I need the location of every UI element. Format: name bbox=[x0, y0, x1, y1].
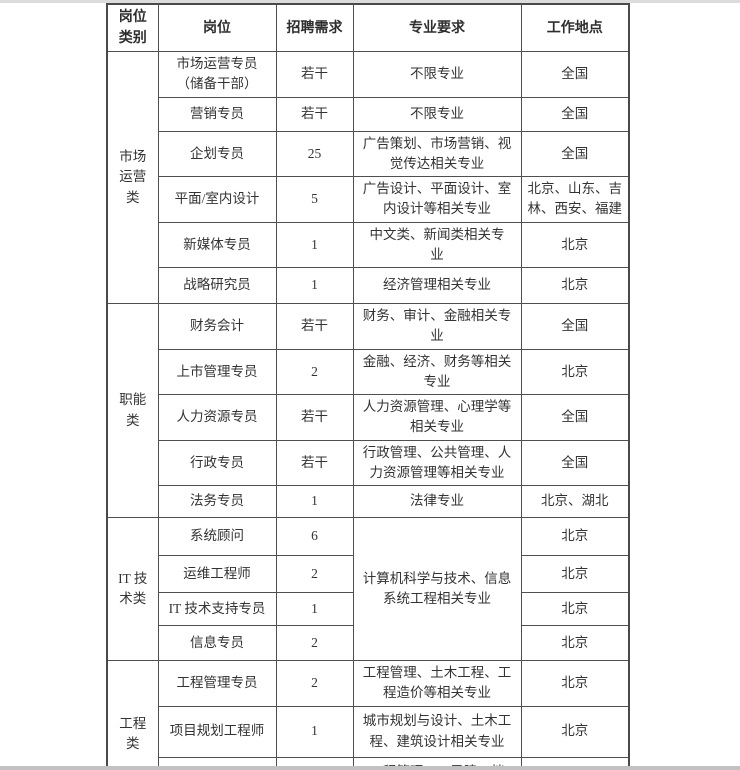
demand-cell: 若干 bbox=[275, 51, 354, 98]
category-cell-marketing: 市场 运营 类 bbox=[106, 51, 159, 304]
header-category: 岗位 类别 bbox=[106, 3, 159, 52]
header-row: 岗位 类别 岗位 招聘需求 专业要求 工作地点 bbox=[106, 3, 630, 52]
header-specialty: 专业要求 bbox=[352, 3, 522, 52]
location-cell: 北京 bbox=[520, 660, 630, 707]
location-cell: 北京 bbox=[520, 555, 630, 593]
specialty-cell: 行政管理、公共管理、人 力资源管理等相关专业 bbox=[352, 439, 522, 486]
position-cell: 上市管理专员 bbox=[157, 348, 277, 395]
demand-cell: 2 bbox=[275, 660, 354, 707]
location-cell: 北京 bbox=[520, 625, 630, 661]
specialty-cell: 人力资源管理、心理学等 相关专业 bbox=[352, 394, 522, 441]
demand-cell: 5 bbox=[275, 176, 354, 223]
specialty-cell: 不限专业 bbox=[352, 51, 522, 98]
position-cell: 项目规划工程师 bbox=[157, 705, 277, 758]
header-demand: 招聘需求 bbox=[275, 3, 354, 52]
table-row: 法务专员 1 法律专业 北京、湖北 bbox=[107, 485, 630, 518]
location-cell: 北京、山东、吉 林、西安、福建 bbox=[520, 176, 630, 223]
table-row: 人力资源专员 若干 人力资源管理、心理学等 相关专业 全国 bbox=[107, 394, 630, 441]
position-cell: 战略研究员 bbox=[157, 267, 277, 304]
position-cell: 系统顾问 bbox=[157, 517, 277, 556]
table-row: 营销专员 若干 不限专业 全国 bbox=[107, 96, 630, 132]
category-cell-it: IT 技 术类 bbox=[106, 517, 159, 661]
demand-cell: 2 bbox=[275, 625, 354, 661]
demand-cell: 2 bbox=[275, 348, 354, 395]
demand-cell: 若干 bbox=[275, 394, 354, 441]
table-row: 行政专员 若干 行政管理、公共管理、人 力资源管理等相关专业 全国 bbox=[107, 439, 630, 486]
recruitment-table: 岗位 类别 岗位 招聘需求 专业要求 工作地点 市场 运营 类 市场运营专员 （… bbox=[106, 3, 630, 770]
demand-cell: 1 bbox=[275, 705, 354, 758]
specialty-cell: 财务、审计、金融相关专 业 bbox=[352, 303, 522, 350]
specialty-cell-merged-it: 计算机科学与技术、信息 系统工程相关专业 bbox=[352, 517, 522, 661]
table-row: 上市管理专员 2 金融、经济、财务等相关 专业 北京 bbox=[107, 348, 630, 395]
bottom-edge-strip bbox=[0, 766, 740, 770]
table-row: 战略研究员 1 经济管理相关专业 北京 bbox=[107, 267, 630, 304]
demand-cell: 25 bbox=[275, 130, 354, 177]
table-row: 平面/室内设计 5 广告设计、平面设计、室 内设计等相关专业 北京、山东、吉 林… bbox=[107, 176, 630, 223]
specialty-cell: 广告设计、平面设计、室 内设计等相关专业 bbox=[352, 176, 522, 223]
category-cell-functional: 职能 类 bbox=[106, 303, 159, 518]
location-cell: 全国 bbox=[520, 303, 630, 350]
demand-cell: 2 bbox=[275, 555, 354, 593]
position-cell: 法务专员 bbox=[157, 485, 277, 518]
category-cell-engineering: 工程 类 bbox=[106, 660, 159, 770]
location-cell: 全国 bbox=[520, 130, 630, 177]
location-cell: 北京 bbox=[520, 517, 630, 556]
table-row: 运维工程师 2 北京 bbox=[107, 555, 630, 593]
demand-cell: 若干 bbox=[275, 439, 354, 486]
position-cell: 信息专员 bbox=[157, 625, 277, 661]
demand-cell: 1 bbox=[275, 267, 354, 304]
table-row: 企划专员 25 广告策划、市场营销、视 觉传达相关专业 全国 bbox=[107, 130, 630, 177]
position-cell: 新媒体专员 bbox=[157, 221, 277, 268]
specialty-cell: 城市规划与设计、土木工 程、建筑设计相关专业 bbox=[352, 705, 522, 758]
position-cell: 市场运营专员 （储备干部） bbox=[157, 51, 277, 98]
table-row: 信息专员 2 北京 bbox=[107, 625, 630, 661]
table-row: 项目规划工程师 1 城市规划与设计、土木工 程、建筑设计相关专业 北京 bbox=[107, 705, 630, 758]
header-position: 岗位 bbox=[157, 3, 277, 52]
table-row: 市场 运营 类 市场运营专员 （储备干部） 若干 不限专业 全国 bbox=[106, 51, 630, 304]
table-row: 工程 类 工程管理专员 2 工程管理、土木工程、工 程造价等相关专业 北京 bbox=[106, 660, 630, 770]
location-cell: 全国 bbox=[520, 394, 630, 441]
position-cell: IT 技术支持专员 bbox=[157, 592, 277, 626]
position-cell: 平面/室内设计 bbox=[157, 176, 277, 223]
table-row: IT 技 术类 系统顾问 6 计算机科学与技术、信息 系统工程相关专业 北京 bbox=[106, 517, 630, 661]
location-cell: 全国 bbox=[520, 439, 630, 486]
location-cell: 北京 bbox=[520, 267, 630, 304]
location-cell: 北京 bbox=[520, 221, 630, 268]
table-row: 新媒体专员 1 中文类、新闻类相关专 业 北京 bbox=[107, 221, 630, 268]
position-cell: 财务会计 bbox=[157, 303, 277, 350]
location-cell: 北京 bbox=[520, 705, 630, 758]
demand-cell: 若干 bbox=[275, 96, 354, 132]
location-cell: 全国 bbox=[520, 96, 630, 132]
specialty-cell: 不限专业 bbox=[352, 96, 522, 132]
header-location: 工作地点 bbox=[520, 3, 630, 52]
location-cell: 全国 bbox=[520, 51, 630, 98]
location-cell: 北京 bbox=[520, 348, 630, 395]
specialty-cell: 金融、经济、财务等相关 专业 bbox=[352, 348, 522, 395]
location-cell: 北京 bbox=[520, 592, 630, 626]
top-edge-strip bbox=[0, 0, 740, 3]
specialty-cell: 中文类、新闻类相关专 业 bbox=[352, 221, 522, 268]
specialty-cell: 法律专业 bbox=[352, 485, 522, 518]
position-cell: 运维工程师 bbox=[157, 555, 277, 593]
demand-cell: 若干 bbox=[275, 303, 354, 350]
specialty-cell: 经济管理相关专业 bbox=[352, 267, 522, 304]
position-cell: 人力资源专员 bbox=[157, 394, 277, 441]
table-row: 职能 类 财务会计 若干 财务、审计、金融相关专 业 全国 bbox=[106, 303, 630, 518]
position-cell: 企划专员 bbox=[157, 130, 277, 177]
demand-cell: 1 bbox=[275, 221, 354, 268]
demand-cell: 6 bbox=[275, 517, 354, 556]
specialty-cell: 工程管理、土木工程、工 程造价等相关专业 bbox=[352, 660, 522, 707]
position-cell: 营销专员 bbox=[157, 96, 277, 132]
demand-cell: 1 bbox=[275, 485, 354, 518]
position-cell: 工程管理专员 bbox=[157, 660, 277, 707]
demand-cell: 1 bbox=[275, 592, 354, 626]
location-cell: 北京、湖北 bbox=[520, 485, 630, 518]
position-cell: 行政专员 bbox=[157, 439, 277, 486]
specialty-cell: 广告策划、市场营销、视 觉传达相关专业 bbox=[352, 130, 522, 177]
